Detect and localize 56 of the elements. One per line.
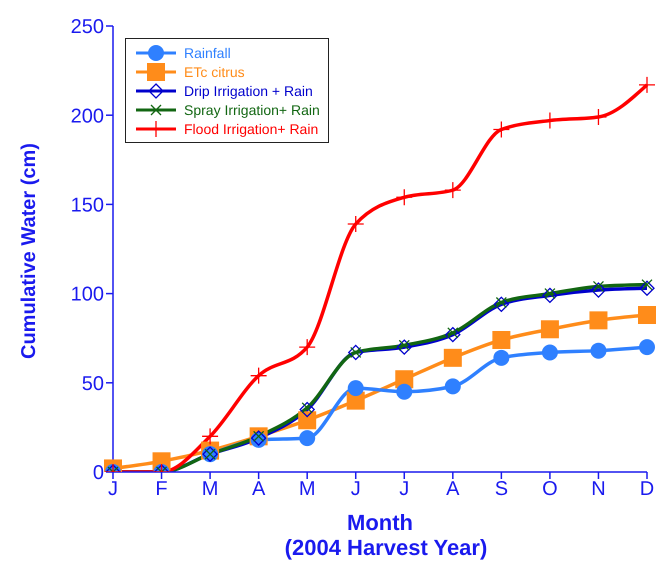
- x-tick-label: M: [202, 478, 218, 500]
- point: [638, 306, 656, 324]
- point: [299, 430, 316, 446]
- point: [444, 378, 461, 394]
- x-tick-label: J: [108, 478, 118, 500]
- point: [494, 296, 510, 312]
- point: [639, 280, 655, 296]
- x-tick-label: M: [298, 478, 316, 500]
- x-tick-label: J: [399, 478, 410, 500]
- point: [347, 215, 364, 233]
- y-tick-label: 0: [92, 462, 104, 484]
- point: [298, 338, 316, 356]
- x-tick-label: S: [494, 478, 508, 500]
- x-tick-label: A: [252, 478, 266, 500]
- x-tick-label: F: [155, 478, 168, 500]
- point: [540, 320, 559, 338]
- y-tick-label: 100: [70, 284, 104, 306]
- point: [492, 330, 510, 349]
- point: [444, 181, 462, 199]
- point: [542, 344, 558, 360]
- y-tick-label: 150: [70, 194, 104, 216]
- point: [590, 282, 606, 298]
- x-tick-label: J: [350, 478, 361, 500]
- point: [590, 342, 606, 359]
- point: [348, 380, 364, 396]
- text: (2004 Harvest Year): [284, 535, 488, 561]
- legend-label: Spray Irrigation+ Rain: [184, 102, 320, 118]
- point: [492, 120, 510, 138]
- point: [250, 367, 268, 384]
- y-axis-title: Cumulative Water (cm): [18, 143, 40, 359]
- point: [493, 350, 510, 366]
- point: [396, 339, 412, 355]
- point: [542, 288, 558, 304]
- point: [638, 76, 656, 94]
- x-tick-label: D: [640, 478, 654, 500]
- point: [639, 339, 655, 356]
- y-tick-label: 250: [70, 16, 104, 38]
- y-tick-label: 50: [82, 372, 104, 395]
- point: [590, 108, 608, 126]
- point: [300, 402, 315, 418]
- x-tick-label: N: [591, 478, 606, 500]
- point: [445, 326, 460, 342]
- point: [589, 311, 608, 330]
- point: [541, 112, 559, 130]
- legend-label: Drip Irrigation + Rain: [184, 82, 313, 98]
- legend-label: ETc citrus: [184, 64, 245, 80]
- legend-label: Rainfall: [184, 44, 231, 60]
- point: [201, 428, 219, 445]
- point: [396, 384, 412, 400]
- x-tick-label: O: [542, 478, 558, 500]
- point: [444, 348, 462, 367]
- y-tick-label: 200: [70, 105, 104, 128]
- legend-label: Flood Irrigation+ Rain: [184, 120, 318, 136]
- point: [298, 411, 316, 430]
- x-tick-label: A: [446, 478, 460, 500]
- x-axis-title: Month: [347, 510, 413, 535]
